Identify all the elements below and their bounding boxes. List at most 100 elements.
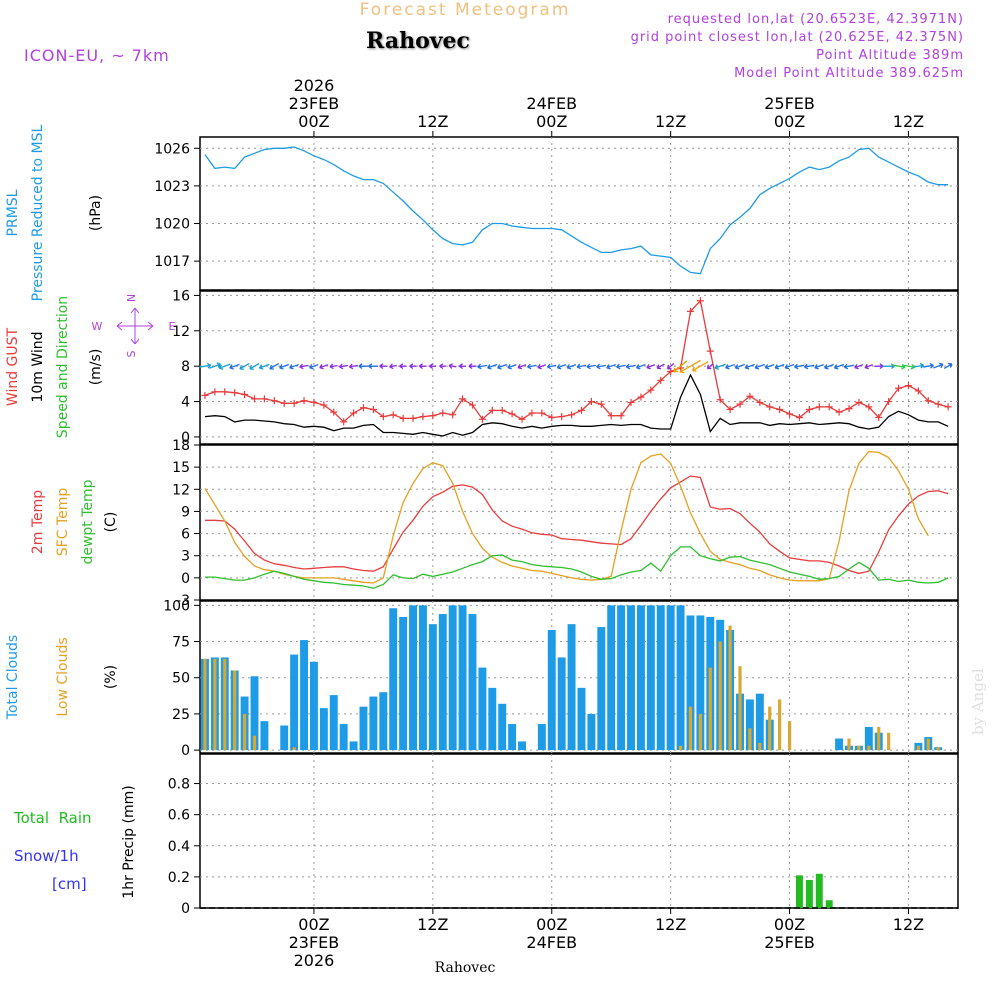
cloud-bar-total <box>300 640 309 751</box>
cloud-bar-low <box>223 658 227 751</box>
wind-direction-arrow <box>249 362 260 370</box>
y-axis-label: 2m Temp <box>30 490 46 554</box>
y-tick-label: -3 <box>176 593 190 609</box>
gust-marker <box>250 395 258 403</box>
y-tick-label: 9 <box>181 504 190 520</box>
gust-marker <box>607 412 615 420</box>
y-tick-label: 100 <box>163 598 190 614</box>
y-tick-label: 0 <box>181 430 190 446</box>
cloud-bar-total <box>567 624 576 751</box>
cloud-bar-total <box>676 605 685 751</box>
wind-direction-arrow <box>258 363 270 370</box>
y-tick-label: 0 <box>181 743 190 759</box>
cloud-bar-total <box>488 687 497 751</box>
cloud-bar-total <box>468 614 477 751</box>
wind-direction-arrow <box>269 363 280 370</box>
y-axis-label: PRMSL <box>5 189 21 236</box>
cloud-bar-low <box>688 706 693 751</box>
wind-direction-arrow <box>329 363 338 370</box>
compass-n: N <box>125 294 138 302</box>
gust-marker <box>914 387 922 395</box>
y-axis-label: Pressure Reduced to MSL <box>30 124 46 301</box>
cloud-bar-total <box>696 615 705 751</box>
gust-marker <box>548 413 556 421</box>
y-unit-label: (C) <box>103 512 119 533</box>
cloud-bar-total <box>617 605 626 751</box>
wind-direction-arrow <box>199 362 212 369</box>
footer-location: Rahovec <box>435 960 496 976</box>
wind-direction-arrow <box>803 363 815 370</box>
panel-0: 1017 1020 1023 1026 PRMSL Pressure Reduced to… <box>5 124 959 301</box>
series-line-prmsl <box>204 146 949 275</box>
wind-direction-arrow <box>556 363 567 370</box>
wind-direction-arrow <box>646 363 656 370</box>
cloud-bar-total <box>389 608 398 751</box>
y-tick-label: 50 <box>172 671 190 687</box>
gust-marker <box>330 408 338 416</box>
wind-direction-arrow <box>754 363 765 370</box>
cloud-bar-total <box>379 692 388 751</box>
cloud-bar-low <box>243 713 247 751</box>
gust-marker <box>855 398 863 406</box>
gust-marker <box>835 408 843 416</box>
gust-marker <box>756 398 764 406</box>
gust-marker <box>459 395 467 403</box>
gust-marker <box>706 347 714 355</box>
gust-marker <box>865 403 873 411</box>
cloud-bar-low <box>768 706 772 751</box>
cloud-bar-total <box>399 616 408 751</box>
precip-bar <box>815 873 823 908</box>
gust-marker <box>260 395 268 403</box>
wind-direction-arrow <box>576 363 587 370</box>
gust-marker <box>795 413 803 421</box>
wind-direction-arrow <box>319 363 329 370</box>
time-axis-label: 00Z <box>774 915 805 934</box>
gust-marker <box>419 413 427 421</box>
time-axis-label: 00Z <box>774 112 805 131</box>
y-axis-label: Total Clouds <box>5 635 21 720</box>
cloud-bar-total <box>409 605 417 751</box>
wind-direction-arrow <box>625 363 636 370</box>
gust-marker <box>389 411 397 419</box>
cloud-bar-low <box>877 726 881 751</box>
gust-marker <box>399 414 407 422</box>
precip-bar <box>825 900 833 908</box>
cloud-bar-total <box>755 693 764 751</box>
gust-marker <box>934 400 942 408</box>
y-axis-label: dewpt Temp <box>80 479 96 564</box>
time-axis-label: 00Z <box>298 915 329 934</box>
panel-2: -3 0 3 6 9 12 15 18 2m Temp SFC Temp dewpt Temp (C) <box>30 438 959 609</box>
gust-marker <box>815 403 823 411</box>
cloud-bar-total <box>309 661 318 751</box>
cloud-bar-total <box>428 624 437 751</box>
wind-direction-arrow <box>606 363 616 370</box>
panel-frame <box>199 753 959 909</box>
wind-direction-arrow <box>487 363 498 370</box>
cloud-bar-low <box>847 738 851 751</box>
precip-legend-label: Total Rain <box>13 809 92 827</box>
cloud-bar-total <box>260 721 269 751</box>
wind-direction-arrow <box>616 363 626 370</box>
wind-direction-arrow <box>854 363 864 370</box>
cloud-bar-low <box>748 728 752 751</box>
wind-direction-arrow <box>864 363 873 370</box>
wind-direction-arrow <box>933 362 944 369</box>
y-tick-label: 15 <box>172 460 190 476</box>
wind-direction-arrow <box>368 363 379 370</box>
wind-direction-arrow <box>289 363 299 370</box>
wind-direction-arrow <box>239 362 250 370</box>
y-tick-label: 3 <box>181 549 190 565</box>
gust-marker <box>696 297 704 305</box>
grid-point-coords: grid point closest lon,lat (20.625E, 42.… <box>631 30 964 45</box>
wind-direction-arrow <box>399 363 407 370</box>
gust-marker <box>776 406 784 414</box>
wind-direction-arrow <box>546 363 557 370</box>
cloud-bar-total <box>666 605 675 751</box>
cloud-bar-low <box>936 747 940 751</box>
time-axis-label: 00Z <box>536 112 567 131</box>
y-tick-label: 0 <box>181 571 190 587</box>
wind-direction-arrow <box>843 363 854 370</box>
cloud-bar-low <box>778 699 782 751</box>
y-axis-label: 1hr Precip (mm) <box>121 785 137 898</box>
